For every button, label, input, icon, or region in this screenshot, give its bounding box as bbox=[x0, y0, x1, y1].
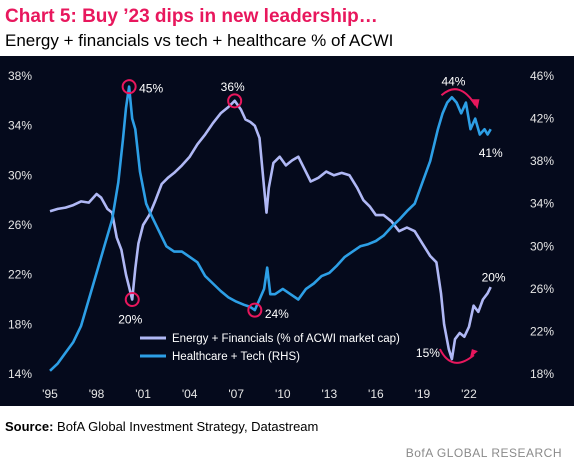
x-tick-label: '10 bbox=[275, 387, 291, 401]
y-right-tick-label: 34% bbox=[530, 197, 554, 211]
y-left-tick-label: 38% bbox=[8, 69, 32, 83]
y-right-tick-label: 38% bbox=[530, 154, 554, 168]
chart-plot-area: 14% 18% 22% 26% 30% 34% 38% 18% 22% 26% 30% 34% 38% 4… bbox=[0, 56, 574, 406]
y-right-tick-label: 30% bbox=[530, 239, 554, 253]
x-tick-label: '22 bbox=[461, 387, 477, 401]
y-left-tick-label: 14% bbox=[8, 367, 32, 381]
x-tick-label: '98 bbox=[89, 387, 105, 401]
y-right-tick-label: 42% bbox=[530, 112, 554, 126]
annotation-circle bbox=[121, 79, 137, 95]
series-line-2 bbox=[49, 85, 492, 372]
annotation-arrow-head bbox=[469, 349, 478, 359]
annotation-label: 24% bbox=[265, 307, 289, 321]
x-tick-label: '16 bbox=[368, 387, 384, 401]
annotation-label: 15% bbox=[416, 346, 440, 360]
chart-header: Chart 5: Buy ’23 dips in new leadership…… bbox=[0, 0, 574, 56]
annotation-label: 41% bbox=[479, 146, 503, 160]
legend-label-1: Energy + Financials (% of ACWI market ca… bbox=[172, 333, 400, 345]
annotation-label: 44% bbox=[441, 74, 465, 88]
y-left-tick-label: 34% bbox=[8, 119, 32, 133]
series-line-1 bbox=[49, 99, 492, 361]
x-tick-label: '13 bbox=[321, 387, 337, 401]
annotation-arrow-curve bbox=[439, 348, 475, 364]
y-right-tick-label: 46% bbox=[530, 69, 554, 83]
y-left-tick-label: 30% bbox=[8, 168, 32, 182]
y-right-tick-label: 18% bbox=[530, 367, 554, 381]
chart-subtitle: Energy + financials vs tech + healthcare… bbox=[5, 31, 394, 50]
chart-title: Chart 5: Buy ’23 dips in new leadership… bbox=[5, 6, 378, 27]
x-tick-label: '01 bbox=[135, 387, 151, 401]
source-line: Source: BofA Global Investment Strategy,… bbox=[5, 419, 318, 434]
x-tick-label: '19 bbox=[415, 387, 431, 401]
x-tick-label: '04 bbox=[182, 387, 198, 401]
brand-footer: BofA GLOBAL RESEARCH bbox=[405, 446, 562, 460]
source-label: Source: bbox=[5, 419, 54, 434]
y-left-tick-label: 22% bbox=[8, 268, 32, 282]
annotation-label: 36% bbox=[221, 80, 245, 94]
chart-svg: 14% 18% 22% 26% 30% 34% 38% 18% 22% 26% 30% 34% 38% 4… bbox=[8, 69, 554, 401]
annotation-label: 20% bbox=[118, 313, 142, 327]
annotation-label: 45% bbox=[139, 82, 163, 96]
y-left-tick-label: 18% bbox=[8, 317, 32, 331]
y-right-tick-label: 26% bbox=[530, 282, 554, 296]
source-text: BofA Global Investment Strategy, Datastr… bbox=[57, 419, 319, 434]
annotation-circle bbox=[124, 292, 140, 307]
annotation-label: 20% bbox=[482, 270, 506, 284]
x-tick-label: '07 bbox=[228, 387, 244, 401]
legend-label-2: Healthcare + Tech (RHS) bbox=[172, 351, 300, 363]
y-left-tick-label: 26% bbox=[8, 218, 32, 232]
annotation-circle bbox=[227, 93, 243, 109]
x-tick-label: '95 bbox=[42, 387, 58, 401]
y-right-tick-label: 22% bbox=[530, 324, 554, 338]
annotation-circle bbox=[247, 302, 263, 318]
annotation-arrow-head bbox=[471, 99, 480, 110]
